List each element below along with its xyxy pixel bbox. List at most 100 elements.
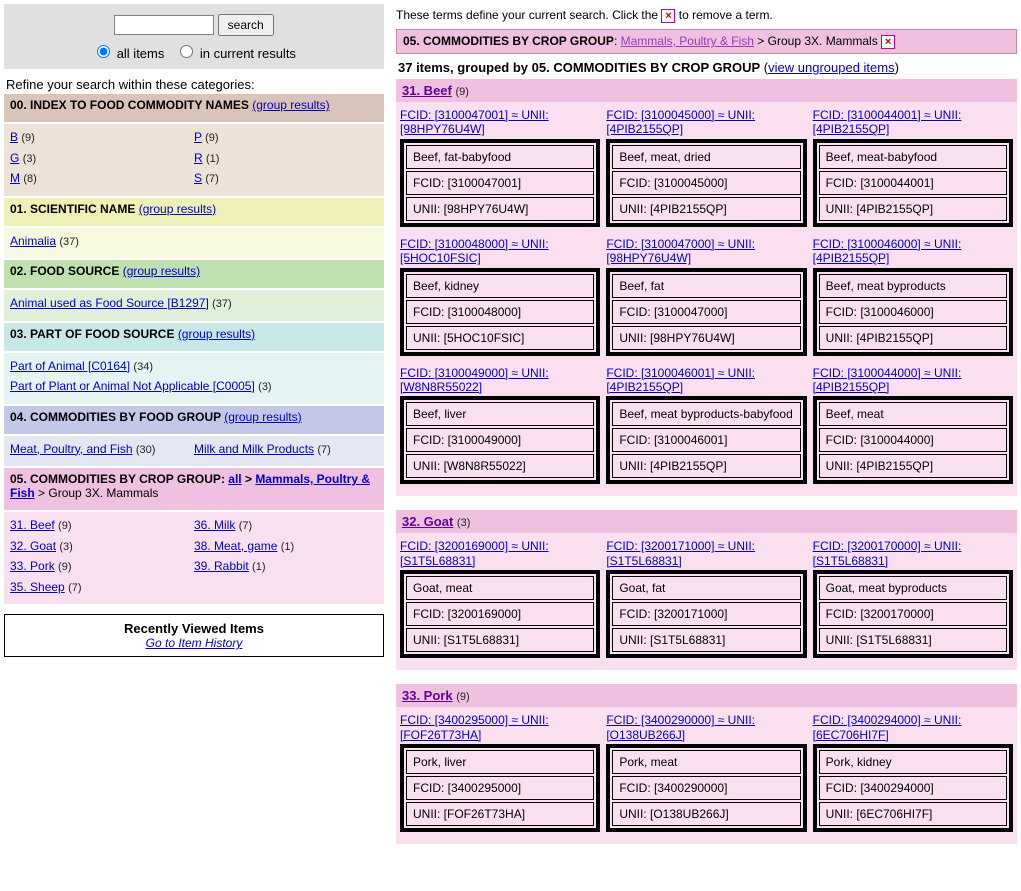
item-unii: UNII: [5HOC10FSIC] xyxy=(406,326,594,350)
item-card: Beef, fatFCID: [3100047000]UNII: [98HPY7… xyxy=(606,268,806,356)
group-results-04[interactable]: (group results) xyxy=(224,410,301,424)
item-name: Pork, meat xyxy=(612,750,800,774)
item-id-link[interactable]: FCID: [3200170000] ≈ UNII: [S1T5L68831] xyxy=(813,539,1013,568)
item-fcid: FCID: [3200170000] xyxy=(819,602,1007,626)
item-name: Beef, kidney xyxy=(406,274,594,298)
item-id-link[interactable]: FCID: [3100046001] ≈ UNII: [4PIB2155QP] xyxy=(606,366,806,395)
category-link[interactable]: Meat, Poultry, and Fish (30) xyxy=(10,440,194,459)
item-name: Beef, meat byproducts xyxy=(819,274,1007,298)
cat-02-header: 02. FOOD SOURCE (group results) xyxy=(4,260,384,288)
item-id-link[interactable]: FCID: [3400294000] ≈ UNII: [6EC706HI7F] xyxy=(813,713,1013,742)
category-link[interactable]: 31. Beef (9) xyxy=(10,516,194,535)
item-card: Beef, meatFCID: [3100044000]UNII: [4PIB2… xyxy=(813,396,1013,484)
item-id-link[interactable]: FCID: [3100049000] ≈ UNII: [W8N8R55022] xyxy=(400,366,600,395)
item-unii: UNII: [S1T5L68831] xyxy=(612,628,800,652)
category-link[interactable]: 36. Milk (7) xyxy=(194,516,378,535)
item-card: Pork, meatFCID: [3400290000]UNII: [O138U… xyxy=(606,744,806,832)
item-unii: UNII: [S1T5L68831] xyxy=(819,628,1007,652)
category-link[interactable]: P (9) xyxy=(194,128,378,147)
section-body: FCID: [3100047001] ≈ UNII: [98HPY76U4W]B… xyxy=(396,102,1017,496)
item-unii: UNII: [6EC706HI7F] xyxy=(819,802,1007,826)
group-results-03[interactable]: (group results) xyxy=(178,327,255,341)
item-card: Beef, fat-babyfoodFCID: [3100047001]UNII… xyxy=(400,139,600,227)
item-id-link[interactable]: FCID: [3100047000] ≈ UNII: [98HPY76U4W] xyxy=(606,237,806,266)
item-fcid: FCID: [3100044000] xyxy=(819,428,1007,452)
search-button[interactable]: search xyxy=(218,14,274,36)
item-card: Beef, liverFCID: [3100049000]UNII: [W8N8… xyxy=(400,396,600,484)
item-card: Pork, liverFCID: [3400295000]UNII: [FOF2… xyxy=(400,744,600,832)
category-link[interactable]: B (9) xyxy=(10,128,194,147)
cat-00-header: 00. INDEX TO FOOD COMMODITY NAMES (group… xyxy=(4,94,384,122)
category-link[interactable]: 35. Sheep (7) xyxy=(10,578,194,597)
category-link[interactable]: 39. Rabbit (1) xyxy=(194,557,378,576)
item-unii: UNII: [W8N8R55022] xyxy=(406,454,594,478)
item-name: Beef, liver xyxy=(406,402,594,426)
category-link[interactable]: S (7) xyxy=(194,169,378,188)
item-id-link[interactable]: FCID: [3100046000] ≈ UNII: [4PIB2155QP] xyxy=(813,237,1013,266)
item-name: Beef, fat-babyfood xyxy=(406,145,594,169)
cat-03-header: 03. PART OF FOOD SOURCE (group results) xyxy=(4,323,384,351)
section-title-link[interactable]: 31. Beef xyxy=(402,83,452,98)
ungrouped-link[interactable]: view ungrouped items xyxy=(768,60,894,75)
result-count: 37 items, grouped by 05. COMMODITIES BY … xyxy=(398,60,1017,75)
item-unii: UNII: [O138UB266J] xyxy=(612,802,800,826)
close-icon: × xyxy=(661,9,675,23)
category-link[interactable]: 33. Pork (9) xyxy=(10,557,194,576)
item-unii: UNII: [4PIB2155QP] xyxy=(819,454,1007,478)
item-name: Goat, fat xyxy=(612,576,800,600)
scope-all[interactable]: all items xyxy=(92,46,164,61)
cat-05-body: 31. Beef (9) 32. Goat (3)33. Pork (9) 35. … xyxy=(4,512,384,604)
item-id-link[interactable]: FCID: [3100047001] ≈ UNII: [98HPY76U4W] xyxy=(400,108,600,137)
item-unii: UNII: [S1T5L68831] xyxy=(406,628,594,652)
category-link[interactable]: Milk and Milk Products (7) xyxy=(194,440,378,459)
search-input[interactable] xyxy=(114,15,214,35)
item-id-link[interactable]: FCID: [3400290000] ≈ UNII: [O138UB266J] xyxy=(606,713,806,742)
cat-04-body: Meat, Poultry, and Fish (30)Milk and Mil… xyxy=(4,436,384,467)
section-title-link[interactable]: 33. Pork xyxy=(402,688,453,703)
item-id-link[interactable]: FCID: [3100044001] ≈ UNII: [4PIB2155QP] xyxy=(813,108,1013,137)
item-name: Pork, liver xyxy=(406,750,594,774)
item-fcid: FCID: [3100046000] xyxy=(819,300,1007,324)
item-fcid: FCID: [3400295000] xyxy=(406,776,594,800)
item-history-link[interactable]: Go to Item History xyxy=(146,636,243,650)
category-link[interactable]: R (1) xyxy=(194,149,378,168)
item-fcid: FCID: [3100047001] xyxy=(406,171,594,195)
c05-all[interactable]: all xyxy=(228,472,241,486)
section-body: FCID: [3400295000] ≈ UNII: [FOF26T73HA]P… xyxy=(396,707,1017,844)
item-id-link[interactable]: FCID: [3200169000] ≈ UNII: [S1T5L68831] xyxy=(400,539,600,568)
remove-term-button[interactable]: × xyxy=(881,35,895,49)
category-link[interactable]: Part of Animal [C0164] (34) xyxy=(10,357,378,376)
item-card: Goat, meat byproductsFCID: [3200170000]U… xyxy=(813,570,1013,658)
item-card: Beef, meat, driedFCID: [3100045000]UNII:… xyxy=(606,139,806,227)
category-link[interactable]: 32. Goat (3) xyxy=(10,537,194,556)
category-link[interactable]: M (8) xyxy=(10,169,194,188)
item-name: Pork, kidney xyxy=(819,750,1007,774)
item-card: Pork, kidneyFCID: [3400294000]UNII: [6EC… xyxy=(813,744,1013,832)
item-unii: UNII: [98HPY76U4W] xyxy=(406,197,594,221)
cat-00-body: B (9) G (3)M (8) P (9) R (1)S (7) xyxy=(4,124,384,196)
group-results-01[interactable]: (group results) xyxy=(139,202,216,216)
group-results-02[interactable]: (group results) xyxy=(123,264,200,278)
item-unii: UNII: [4PIB2155QP] xyxy=(612,197,800,221)
item-card: Goat, meatFCID: [3200169000]UNII: [S1T5L… xyxy=(400,570,600,658)
item-fcid: FCID: [3100045000] xyxy=(612,171,800,195)
item-name: Beef, meat xyxy=(819,402,1007,426)
category-link[interactable]: G (3) xyxy=(10,149,194,168)
category-link[interactable]: 38. Meat, game (1) xyxy=(194,537,378,556)
category-link[interactable]: Part of Plant or Animal Not Applicable [… xyxy=(10,377,378,396)
item-id-link[interactable]: FCID: [3100048000] ≈ UNII: [5HOC10FSIC] xyxy=(400,237,600,266)
scope-current[interactable]: in current results xyxy=(175,46,296,61)
group-results-00[interactable]: (group results) xyxy=(252,98,329,112)
section-title-link[interactable]: 32. Goat xyxy=(402,514,453,529)
item-id-link[interactable]: FCID: [3200171000] ≈ UNII: [S1T5L68831] xyxy=(606,539,806,568)
item-fcid: FCID: [3400294000] xyxy=(819,776,1007,800)
category-link[interactable]: Animalia (37) xyxy=(10,232,378,251)
item-unii: UNII: [4PIB2155QP] xyxy=(819,326,1007,350)
item-id-link[interactable]: FCID: [3100044000] ≈ UNII: [4PIB2155QP] xyxy=(813,366,1013,395)
category-link[interactable]: Animal used as Food Source [B1297] (37) xyxy=(10,294,378,313)
item-id-link[interactable]: FCID: [3400295000] ≈ UNII: [FOF26T73HA] xyxy=(400,713,600,742)
item-card: Goat, fatFCID: [3200171000]UNII: [S1T5L6… xyxy=(606,570,806,658)
item-unii: UNII: [4PIB2155QP] xyxy=(612,454,800,478)
crumb-link[interactable]: Mammals, Poultry & Fish xyxy=(621,34,754,48)
item-id-link[interactable]: FCID: [3100045000] ≈ UNII: [4PIB2155QP] xyxy=(606,108,806,137)
